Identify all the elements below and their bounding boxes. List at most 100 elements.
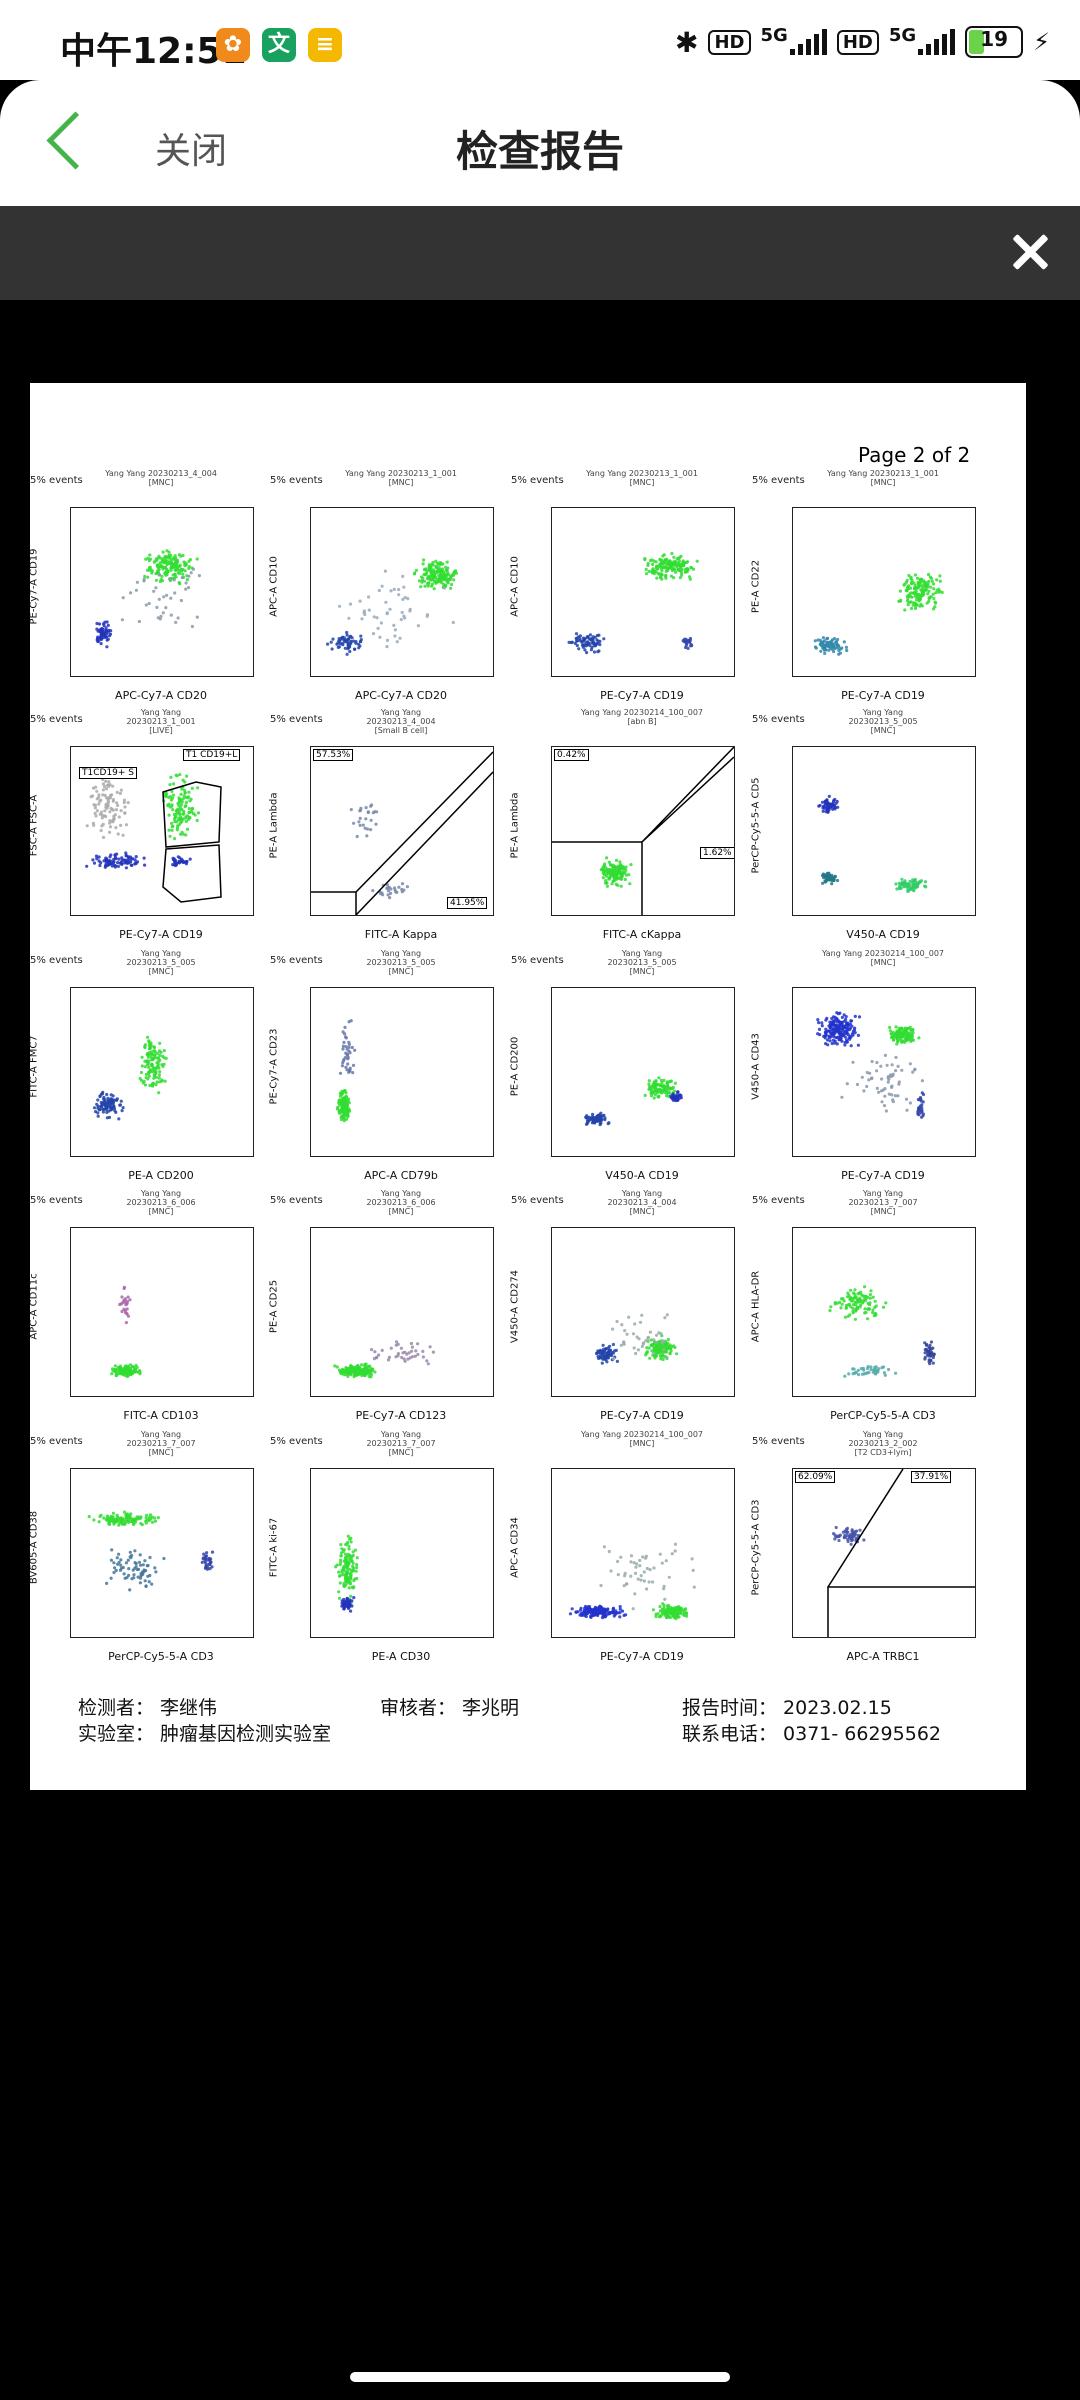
lab-text: 实验室： 肿瘤基因检测实验室	[78, 1723, 332, 1745]
x-axis-label: APC-Cy7-A CD20	[115, 689, 207, 702]
hd-badge: HD	[708, 29, 751, 55]
plot-frame	[551, 1468, 735, 1638]
flow-plot-20: 5% events Yang Yang 20230213_2_002 [T2 CD…	[751, 1430, 982, 1670]
plot-frame	[310, 1468, 494, 1638]
plot-frame	[70, 1468, 254, 1638]
y-axis-label: APC-A CD10	[268, 556, 280, 617]
flow-plot-15: 5% events Yang Yang 20230213_4_004 [MNC] P…	[510, 1189, 741, 1429]
events-label: 5% events	[752, 475, 805, 486]
y-axis-label: V450-A CD43	[750, 1033, 762, 1100]
y-axis-label: APC-A CD10	[509, 556, 521, 617]
events-label: 5% events	[270, 714, 323, 725]
events-label: 5% events	[270, 955, 323, 966]
app-notification-icon: ✿	[216, 28, 250, 62]
x-axis-label: APC-A CD79b	[364, 1169, 438, 1182]
gate-label: 41.95%	[447, 897, 488, 909]
flow-plot-4: 5% events Yang Yang 20230213_1_001 [MNC] P…	[750, 469, 982, 709]
flow-plot-5: 5% events Yang Yang 20230213_1_001 [LIVE]…	[30, 708, 260, 948]
plot-frame: 57.53% 41.95%	[310, 746, 494, 916]
flow-plot-6: 5% events Yang Yang 20230213_4_004 [Small…	[268, 708, 500, 948]
report-image[interactable]: Page 2 of 2 5% events Yang Yang 20230213_…	[30, 383, 1026, 1790]
network-type-2: 5G	[888, 24, 917, 46]
title-bar: 关闭 检查报告	[0, 80, 1080, 206]
doc-app-icon: 文	[262, 28, 296, 62]
x-axis-label: PerCP-Cy5-5-A CD3	[830, 1409, 936, 1422]
x-axis-label: APC-A TRBC1	[846, 1650, 920, 1663]
plot-title: Yang Yang 20230213_5_005 [MNC]	[126, 949, 196, 976]
y-axis-label: APC-A CD34	[509, 1517, 521, 1578]
gate-label: T1CD19+ S	[79, 767, 138, 779]
plot-title: Yang Yang 20230213_5_005 [MNC]	[848, 708, 918, 735]
report-time-text: 报告时间： 2023.02.15	[682, 1697, 892, 1719]
note-app-icon: ≡	[308, 28, 342, 62]
plot-frame	[70, 1227, 254, 1397]
plot-frame	[792, 987, 976, 1157]
events-label: 5% events	[511, 475, 564, 486]
plot-title: Yang Yang 20230213_4_004 [Small B cell]	[366, 708, 436, 735]
page-title: 检查报告	[455, 127, 624, 176]
x-axis-label: FITC-A CD103	[123, 1409, 199, 1422]
plot-title: Yang Yang 20230213_7_007 [MNC]	[126, 1430, 196, 1457]
phone-text: 联系电话： 0371- 66295562	[682, 1723, 941, 1745]
plot-frame	[792, 1227, 976, 1397]
gate-label: 37.91%	[911, 1471, 952, 1483]
plot-frame	[551, 1227, 735, 1397]
x-axis-label: PE-Cy7-A CD123	[355, 1409, 447, 1422]
bluetooth-icon: ✱	[675, 25, 699, 59]
y-axis-label: PE-Cy7-A CD23	[268, 1028, 280, 1105]
network-type: 5G	[760, 24, 788, 46]
plot-title: Yang Yang 20230213_1_001 [MNC]	[827, 469, 939, 487]
plot-title: Yang Yang 20230213_1_001 [MNC]	[345, 469, 457, 487]
close-icon[interactable]	[1010, 232, 1050, 272]
close-button[interactable]: 关闭	[155, 131, 228, 172]
events-label: 5% events	[511, 955, 564, 966]
events-label: 5% events	[511, 1195, 564, 1206]
plot-frame	[310, 987, 494, 1157]
home-indicator[interactable]	[350, 2372, 730, 2382]
x-axis-label: PE-Cy7-A CD19	[600, 689, 684, 702]
events-label: 5% events	[270, 1195, 323, 1206]
signal-icon-2	[918, 29, 956, 55]
gate-label: 0.42%	[554, 749, 589, 761]
plot-title: Yang Yang 20230213_1_001 [MNC]	[586, 469, 698, 487]
events-label: 5% events	[30, 475, 83, 486]
plot-frame	[792, 507, 976, 677]
x-axis-label: FITC-A cKappa	[602, 928, 682, 941]
y-axis-label: PerCP-Cy5-5-A CD5	[750, 777, 762, 874]
status-bar: 中午12:51 ✿ 文 ≡ ✱ HD 5G HD 5G 19 ⚡	[0, 0, 1080, 80]
plot-frame	[70, 987, 254, 1157]
flow-plot-17: 5% events Yang Yang 20230213_7_007 [MNC] P…	[30, 1430, 260, 1670]
x-axis-label: PE-A CD30	[371, 1650, 431, 1663]
plot-frame: T1CD19+ S T1 CD19+L	[70, 746, 254, 916]
plot-title: Yang Yang 20230213_1_001 [LIVE]	[126, 708, 196, 735]
y-axis-label: APC-A HLA-DR	[750, 1270, 762, 1343]
signal-icon	[789, 29, 827, 55]
x-axis-label: APC-Cy7-A CD20	[355, 689, 447, 702]
plot-title: Yang Yang 20230213_6_006 [MNC]	[366, 1189, 436, 1216]
y-axis-label: PE-A CD22	[750, 559, 762, 614]
y-axis-label: PE-A Lambda	[509, 792, 521, 859]
battery-icon: 19	[965, 26, 1024, 58]
y-axis-label: PE-A Lambda	[268, 792, 280, 859]
flow-plot-10: 5% events Yang Yang 20230213_5_005 [MNC] A…	[268, 949, 500, 1189]
x-axis-label: PE-A CD200	[128, 1169, 194, 1182]
flow-plot-9: 5% events Yang Yang 20230213_5_005 [MNC] P…	[30, 949, 260, 1189]
flow-plot-11: 5% events Yang Yang 20230213_5_005 [MNC] V…	[510, 949, 741, 1189]
gate-label: 62.09%	[795, 1471, 836, 1483]
plot-frame: 0.42% 1.62%	[551, 746, 735, 916]
plot-title: Yang Yang 20230214_100_007 [MNC]	[821, 949, 944, 967]
plot-title: Yang Yang 20230213_4_004 [MNC]	[607, 1189, 677, 1216]
y-axis-label: FITC-A FMC7	[30, 1035, 40, 1098]
flow-plot-3: 5% events Yang Yang 20230213_1_001 [MNC] P…	[509, 469, 741, 709]
flow-plot-12: Yang Yang 20230214_100_007 [MNC] PE-Cy7-A…	[750, 949, 982, 1189]
flow-plot-18: 5% events Yang Yang 20230213_7_007 [MNC] P…	[269, 1430, 500, 1670]
x-axis-label: PE-Cy7-A CD19	[600, 1650, 684, 1663]
x-axis-label: PE-Cy7-A CD19	[841, 1169, 925, 1182]
x-axis-label: FITC-A Kappa	[364, 928, 438, 941]
plot-title: Yang Yang 20230213_6_006 [MNC]	[126, 1189, 196, 1216]
gate-label: 57.53%	[313, 749, 354, 761]
plot-title: Yang Yang 20230214_100_007 [MNC]	[580, 1430, 703, 1448]
events-label: 5% events	[752, 1436, 805, 1447]
events-label: 5% events	[30, 714, 83, 725]
flow-plot-14: 5% events Yang Yang 20230213_6_006 [MNC] P…	[269, 1189, 500, 1429]
